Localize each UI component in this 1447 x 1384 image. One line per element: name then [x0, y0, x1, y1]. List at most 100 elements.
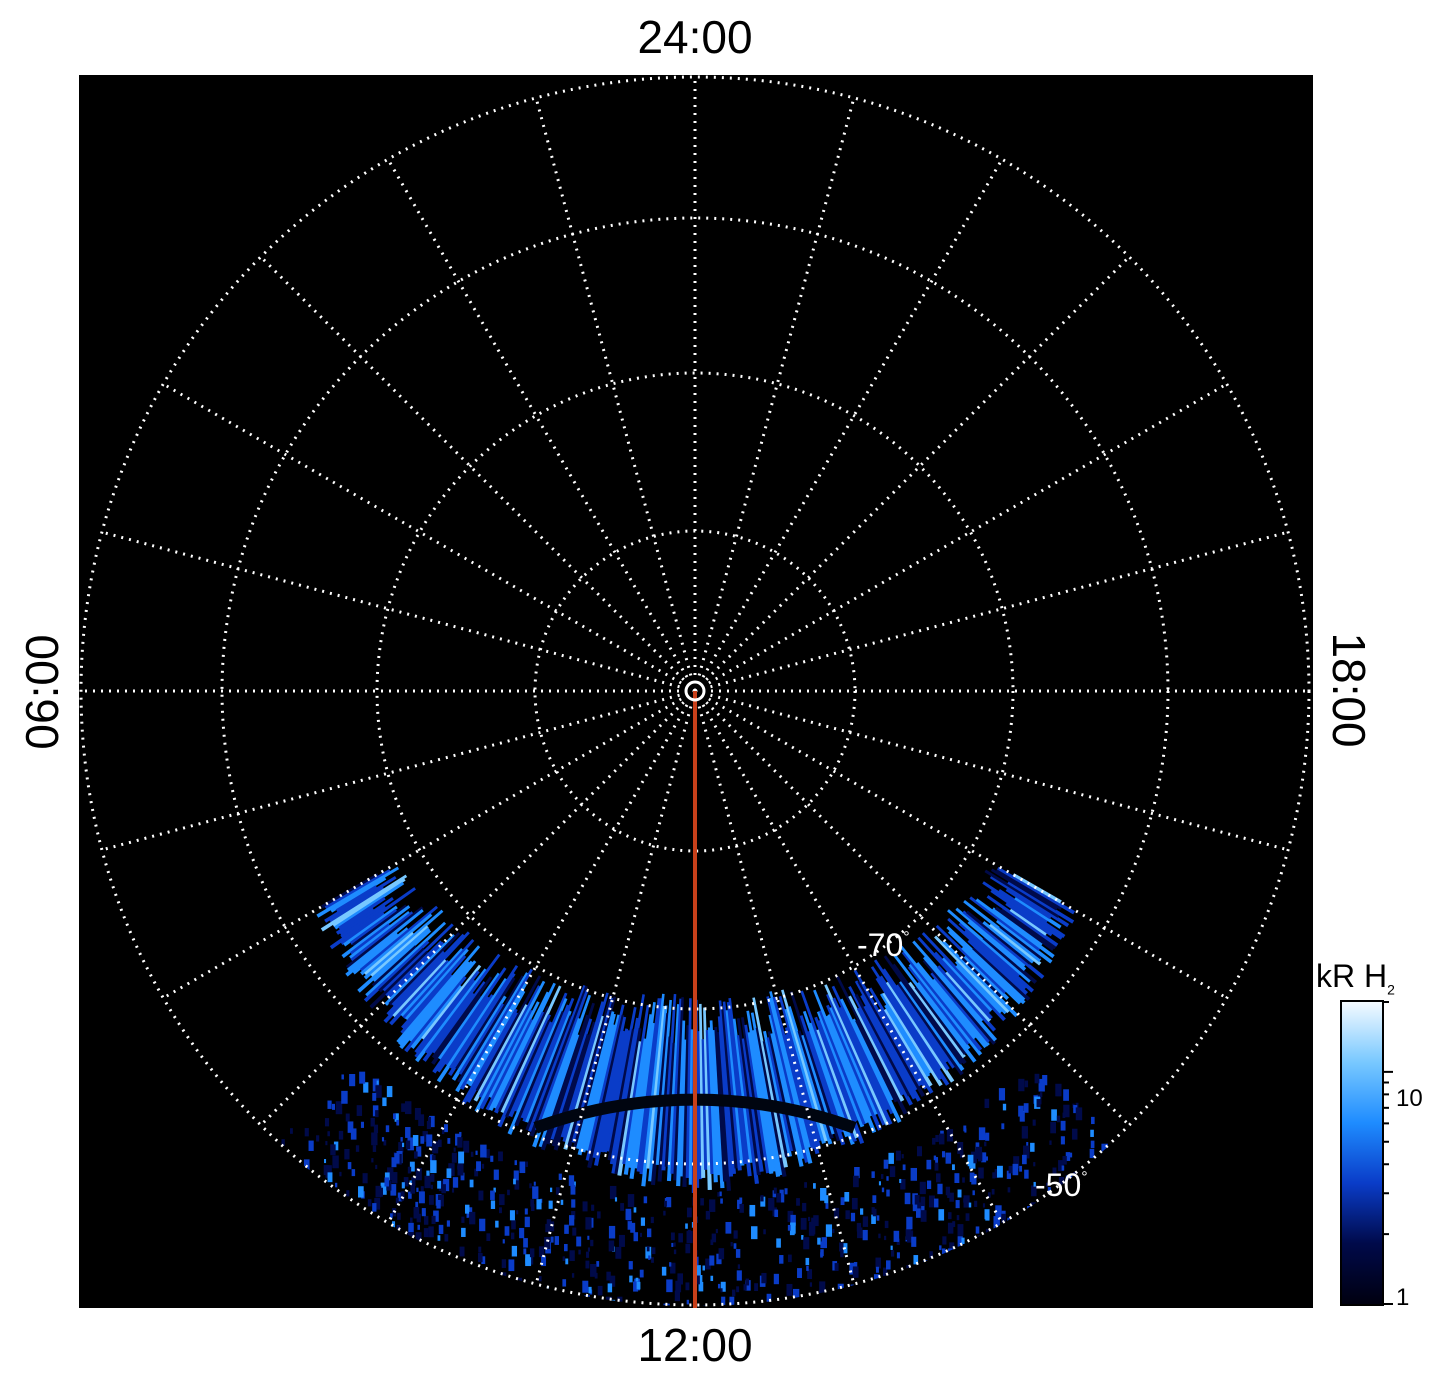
emission-strip [532, 1017, 581, 1148]
local-time-meridian [161, 382, 696, 693]
emission-patch [661, 1266, 667, 1276]
emission-patch [939, 1133, 945, 1145]
emission-patch [490, 1190, 495, 1200]
emission-patch [900, 1179, 906, 1190]
emission-patch [934, 1198, 939, 1208]
emission-strip [963, 899, 1042, 962]
emission-patch [666, 1197, 672, 1208]
emission-patch [945, 1186, 951, 1196]
emission-patch [629, 1275, 633, 1283]
emission-patch [504, 1226, 510, 1236]
emission-patch [730, 1241, 733, 1247]
emission-patch [350, 1128, 357, 1140]
emission-patch [895, 1150, 901, 1161]
emission-patch [888, 1152, 894, 1164]
emission-patch [711, 1233, 717, 1243]
emission-patch [761, 1272, 767, 1284]
emission-strip [831, 985, 895, 1115]
emission-strip [955, 907, 1026, 968]
emission-patch [932, 1137, 936, 1145]
emission-patch [806, 1265, 809, 1271]
emission-patch [982, 1203, 986, 1208]
emission-strip [848, 986, 913, 1106]
emission-patch [519, 1227, 525, 1239]
emission-patch [360, 1121, 364, 1128]
emission-patch [373, 1124, 379, 1134]
emission-patch [372, 1145, 377, 1152]
emission-patch [533, 1181, 536, 1186]
emission-strip [917, 936, 993, 1020]
emission-patch [610, 1299, 616, 1306]
emission-strip [800, 990, 857, 1143]
emission-patch [881, 1187, 885, 1193]
emission-patch [926, 1180, 932, 1190]
emission-strip [479, 1009, 533, 1110]
emission-patch [407, 1232, 415, 1245]
emission-patch [751, 1226, 758, 1240]
emission-patch [732, 1289, 736, 1297]
emission-strip [497, 1013, 551, 1128]
emission-strip [369, 950, 429, 1009]
emission-patch [513, 1178, 516, 1185]
emission-patch [469, 1179, 474, 1188]
emission-patch [671, 1242, 674, 1247]
emission-strip [947, 917, 1027, 990]
emission-strip [947, 930, 1026, 1005]
emission-patch [469, 1211, 476, 1225]
emission-strip [999, 925, 1043, 960]
latitude-label-70: -70° [857, 927, 910, 963]
emission-patch [1062, 1155, 1067, 1165]
emission-patch [962, 1177, 965, 1183]
emission-strip [984, 869, 1060, 918]
emission-strip [824, 984, 890, 1126]
emission-patch [851, 1197, 858, 1210]
emission-patch [490, 1200, 496, 1209]
emission-patch [837, 1283, 844, 1296]
emission-patch [720, 1281, 726, 1292]
emission-strip [392, 959, 447, 1018]
colorbar-unit-label: kR H2 [1316, 958, 1395, 998]
emission-patch [639, 1232, 643, 1237]
emission-patch [428, 1116, 431, 1123]
emission-patch [417, 1224, 420, 1230]
emission-patch [957, 1236, 963, 1247]
emission-patch [872, 1195, 877, 1204]
emission-patch [396, 1119, 400, 1126]
emission-patch [685, 1282, 690, 1291]
emission-patch [790, 1214, 796, 1226]
emission-strip [371, 945, 418, 988]
emission-patch [501, 1259, 507, 1268]
emission-strip [958, 922, 1021, 977]
emission-patch [955, 1200, 960, 1209]
emission-strip [989, 875, 1070, 928]
emission-patch [789, 1225, 795, 1236]
emission-patch [426, 1134, 433, 1147]
local-time-meridian [694, 530, 1290, 693]
local-time-meridian [694, 689, 1229, 1000]
emission-patch [351, 1169, 356, 1177]
emission-patch [685, 1223, 688, 1229]
emission-patch [805, 1257, 810, 1266]
emission-strip [352, 927, 409, 975]
emission-strip [934, 935, 1010, 1014]
emission-patch [558, 1173, 562, 1180]
emission-patch [375, 1110, 379, 1118]
emission-patch [420, 1136, 425, 1144]
emission-strip [468, 990, 526, 1087]
emission-patch [349, 1074, 356, 1087]
emission-patch [832, 1228, 835, 1234]
emission-patch [362, 1173, 368, 1184]
emission-patch [290, 1128, 293, 1134]
emission-strip [657, 1036, 672, 1182]
emission-strip [982, 881, 1066, 939]
emission-patch [1063, 1104, 1070, 1118]
emission-strip [883, 1008, 933, 1087]
emission-patch [511, 1245, 518, 1257]
emission-patch [437, 1180, 442, 1189]
emission-patch [825, 1202, 829, 1209]
emission-strip [682, 1025, 690, 1188]
emission-strip [421, 964, 482, 1041]
emission-strip [972, 946, 1031, 1001]
emission-patch [493, 1169, 499, 1180]
emission-patch [862, 1216, 869, 1227]
